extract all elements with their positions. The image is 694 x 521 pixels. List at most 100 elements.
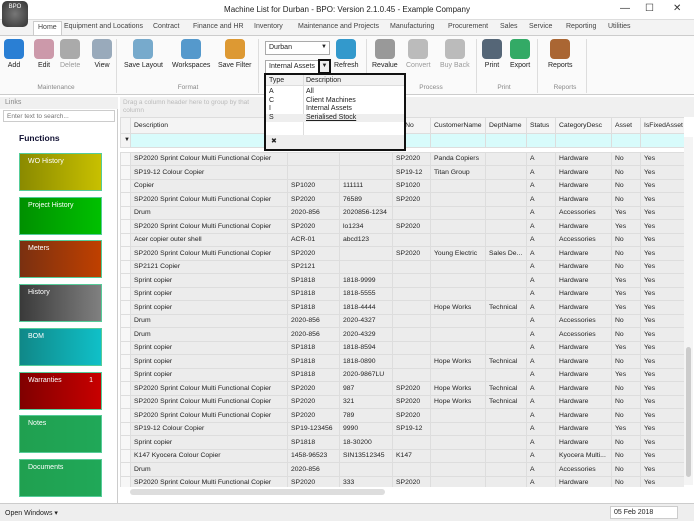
row-indicator[interactable] bbox=[120, 327, 131, 342]
popup-option[interactable]: S Serialised Stock bbox=[266, 113, 404, 122]
edit-button[interactable]: Edit bbox=[34, 39, 54, 69]
tab-home[interactable]: Home bbox=[33, 21, 62, 35]
column-header[interactable]: Status bbox=[526, 117, 556, 134]
row-indicator[interactable] bbox=[120, 232, 131, 247]
filter-cell[interactable] bbox=[526, 133, 556, 148]
type-filter-select[interactable]: Internal Assets bbox=[265, 60, 319, 74]
table-row[interactable]: SP2020 Sprint Colour Multi Functional Co… bbox=[120, 394, 684, 409]
add-button[interactable]: Add bbox=[4, 39, 24, 69]
row-indicator[interactable] bbox=[120, 300, 131, 315]
row-indicator[interactable] bbox=[120, 448, 131, 463]
popup-option[interactable]: I Internal Assets bbox=[266, 105, 404, 114]
table-row[interactable]: Copier SP1020 111111 SP1020 A Hardware No Yes bbox=[120, 178, 684, 193]
popup-option[interactable]: A All bbox=[266, 88, 404, 97]
table-row[interactable]: Sprint copier SP1818 2020-9867LU A Hardware Y… bbox=[120, 367, 684, 382]
type-dropdown-button[interactable]: ▼ bbox=[318, 59, 331, 74]
table-row[interactable]: Sprint copier SP1818 1818-0890 Hope Works Te… bbox=[120, 354, 684, 369]
column-header[interactable]: CustomerName bbox=[430, 117, 486, 134]
tile-notes[interactable]: Notes bbox=[19, 415, 102, 454]
open-windows-button[interactable]: Open Windows ▾ bbox=[5, 510, 58, 517]
row-indicator[interactable] bbox=[120, 313, 131, 328]
column-header[interactable]: IsFixedAsset bbox=[640, 117, 684, 134]
row-indicator[interactable] bbox=[120, 435, 131, 450]
column-header[interactable]: DeptName bbox=[485, 117, 527, 134]
tile-warranties[interactable]: Warranties 1 bbox=[19, 371, 102, 410]
app-logo[interactable]: BPO bbox=[2, 1, 28, 27]
row-indicator[interactable] bbox=[120, 178, 131, 193]
filter-row[interactable]: ▼ bbox=[120, 133, 684, 148]
print-button[interactable]: Print bbox=[482, 39, 502, 69]
refresh-button[interactable]: Refresh bbox=[334, 39, 359, 69]
reports-button[interactable]: Reports bbox=[548, 39, 573, 69]
convert-button[interactable]: Convert bbox=[406, 39, 431, 69]
row-indicator[interactable] bbox=[120, 165, 131, 180]
table-row[interactable]: Sprint copier SP1818 1818-4444 Hope Works Te… bbox=[120, 300, 684, 315]
save-filter-button[interactable]: Save Filter bbox=[218, 39, 251, 69]
tab-manufacturing[interactable]: Manufacturing bbox=[390, 23, 435, 30]
buy-back-button[interactable]: Buy Back bbox=[440, 39, 470, 69]
row-indicator[interactable] bbox=[120, 219, 131, 234]
tile-wo-history[interactable]: WO History bbox=[19, 153, 102, 191]
tab-procurement[interactable]: Procurement bbox=[448, 23, 489, 30]
popup-option[interactable]: C Client Machines bbox=[266, 97, 404, 106]
popup-header-description[interactable]: Description bbox=[306, 77, 342, 84]
tile-history[interactable]: History bbox=[19, 284, 102, 323]
column-header[interactable]: Description bbox=[130, 117, 288, 134]
table-row[interactable]: SP19-12 Colour Copier SP19-123456 9990 SP19… bbox=[120, 421, 684, 436]
close-button[interactable]: ✕ bbox=[673, 3, 682, 14]
row-indicator[interactable] bbox=[120, 205, 131, 220]
table-row[interactable]: SP2020 Sprint Colour Multi Functional Co… bbox=[120, 381, 684, 396]
export-button[interactable]: Export bbox=[510, 39, 530, 69]
table-row[interactable]: SP2020 Sprint Colour Multi Functional Co… bbox=[120, 151, 684, 166]
vertical-scrollbar[interactable] bbox=[684, 137, 693, 485]
row-indicator[interactable] bbox=[120, 462, 131, 477]
tab-contract[interactable]: Contract bbox=[153, 23, 180, 30]
filter-cell[interactable] bbox=[611, 133, 641, 148]
row-indicator[interactable] bbox=[120, 394, 131, 409]
row-indicator[interactable] bbox=[120, 354, 131, 369]
popup-header-type[interactable]: Type bbox=[269, 77, 285, 84]
table-row[interactable]: Acer copier outer shell ACR-01 abcd123 A Acc… bbox=[120, 232, 684, 247]
filter-cell[interactable] bbox=[430, 133, 486, 148]
table-row[interactable]: SP2020 Sprint Colour Multi Functional Co… bbox=[120, 246, 684, 261]
row-indicator[interactable] bbox=[120, 475, 131, 487]
table-row[interactable]: SP2020 Sprint Colour Multi Functional Co… bbox=[120, 192, 684, 207]
table-row[interactable]: Drum 2020-856 2020-4327 A Accessories No Yes bbox=[120, 313, 684, 328]
column-header[interactable]: Asset bbox=[611, 117, 641, 134]
workspaces-button[interactable]: Workspaces bbox=[172, 39, 210, 69]
table-row[interactable]: K147 Kyocera Colour Copier 1458-96523 SIN1… bbox=[120, 448, 684, 463]
tile-documents[interactable]: Documents bbox=[19, 458, 102, 497]
links-search-input[interactable] bbox=[3, 110, 115, 122]
tab-service[interactable]: Service bbox=[529, 23, 553, 30]
view-button[interactable]: View bbox=[92, 39, 112, 69]
horizontal-scrollbar[interactable] bbox=[130, 489, 385, 495]
filter-icon[interactable]: ▼ bbox=[120, 133, 131, 148]
row-indicator[interactable] bbox=[120, 421, 131, 436]
tab-sales[interactable]: Sales bbox=[500, 23, 518, 30]
table-row[interactable]: SP2020 Sprint Colour Multi Functional Co… bbox=[120, 475, 684, 487]
row-indicator[interactable] bbox=[120, 192, 131, 207]
table-row[interactable]: Drum 2020-856 2020-4329 A Accessories No Yes bbox=[120, 327, 684, 342]
row-indicator[interactable] bbox=[120, 246, 131, 261]
filter-cell[interactable] bbox=[640, 133, 684, 148]
row-indicator[interactable] bbox=[120, 340, 131, 355]
filter-cell[interactable] bbox=[555, 133, 612, 148]
tab-reporting[interactable]: Reporting bbox=[566, 23, 597, 30]
table-row[interactable]: Sprint copier SP1818 1818-9999 A Hardware Yes… bbox=[120, 273, 684, 288]
delete-button[interactable]: Delete bbox=[60, 39, 80, 69]
tab-equipment-and-locations[interactable]: Equipment and Locations bbox=[64, 23, 143, 30]
row-indicator[interactable] bbox=[120, 273, 131, 288]
revalue-button[interactable]: Revalue bbox=[372, 39, 398, 69]
row-indicator[interactable] bbox=[120, 381, 131, 396]
table-row[interactable]: Sprint copier SP1818 18-30200 A Hardware No Ye… bbox=[120, 435, 684, 450]
branch-select[interactable]: Durban bbox=[265, 41, 330, 55]
table-row[interactable]: SP2121 Copier SP2121 A Hardware No Yes bbox=[120, 259, 684, 274]
tile-meters[interactable]: Meters bbox=[19, 240, 102, 279]
row-indicator[interactable] bbox=[120, 259, 131, 274]
save-layout-button[interactable]: Save Layout bbox=[124, 39, 163, 69]
maximize-button[interactable]: ☐ bbox=[645, 3, 654, 14]
group-panel[interactable]: Drag a column header here to group by th… bbox=[123, 99, 250, 114]
table-row[interactable]: SP19-12 Colour Copier SP19-12 Titan Group A… bbox=[120, 165, 684, 180]
tab-finance-and-hr[interactable]: Finance and HR bbox=[193, 23, 244, 30]
row-indicator[interactable] bbox=[120, 408, 131, 423]
